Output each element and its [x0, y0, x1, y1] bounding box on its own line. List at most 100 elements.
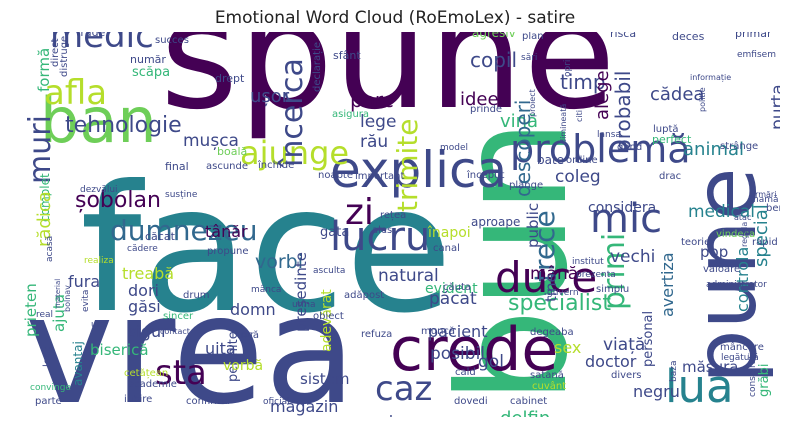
word-inceput: început [466, 169, 504, 181]
word-sfant: sfânt [333, 49, 361, 62]
word-natural: natural [378, 266, 439, 286]
word-special: special [751, 204, 772, 267]
word-inchide: închide [257, 159, 294, 171]
word-vorba: vorbă [223, 358, 263, 374]
word-cadere: cădere [127, 244, 158, 254]
word-simplu: simplu [596, 284, 629, 295]
word-sta: sta [155, 353, 207, 393]
word-forma: formă [35, 48, 53, 92]
word-scapa: scăpa [132, 65, 170, 80]
word-ban: ban [40, 84, 157, 157]
word-bate: bate [537, 153, 564, 167]
word-descoperi: descoperi [511, 100, 535, 197]
word-domn: domn [230, 300, 276, 319]
word-coleg: coleg [555, 167, 601, 187]
word-duce: duce [495, 253, 597, 302]
word-canal: canal [433, 243, 460, 254]
word-cetatean: cetățean [124, 368, 168, 379]
word-vorbi: vorbi [255, 251, 303, 273]
word-ajunge: ajunge [240, 134, 349, 172]
word-complet: complet [38, 173, 52, 222]
word-sex: sex [554, 338, 581, 357]
word-teorie: teorie [681, 237, 710, 248]
word-evident: evident [425, 281, 478, 297]
word-sari: sări [521, 53, 537, 63]
word-prinde: prinde [470, 104, 502, 115]
word-avantaj: avantaj [71, 341, 85, 386]
word-prieten: prieten [22, 283, 40, 337]
word-biserica: biserică [90, 341, 149, 359]
word-adapost: adăpost [344, 290, 384, 301]
word-regula: regula [740, 222, 749, 247]
word-frica: frică [237, 330, 259, 341]
word-declaratie: declarație [312, 42, 323, 92]
word-cuvant: cuvânt [532, 380, 566, 392]
word-presedinte: președinte [292, 252, 310, 332]
word-numar: număr [130, 53, 166, 66]
word-doctor: doctor [585, 352, 637, 371]
word-grabi: grăbi [757, 364, 772, 397]
word-administrator: administrator [706, 280, 767, 290]
word-munca: muncă [421, 326, 455, 337]
word-proiect: proiect [528, 89, 537, 117]
word-dezvalui: dezvălui [80, 185, 118, 195]
word-bolnav: bolnav [63, 285, 72, 312]
word-noapte: noapte [318, 170, 353, 181]
word-ajuta: ajuta [50, 294, 68, 332]
word-obiect: obiect [313, 311, 344, 322]
word-acasa: acasă [45, 236, 55, 262]
word-magazin: magazin [270, 397, 338, 416]
word-cald: cald [455, 367, 476, 378]
word-citi: citi [575, 110, 584, 122]
word-considera: considera [588, 200, 656, 216]
word-baza: baza [669, 361, 679, 382]
word-convinge: convinge [30, 383, 71, 393]
word-ascunde: ascunde [206, 161, 248, 172]
word-public: public [524, 203, 542, 248]
word-pacient: pacient [428, 322, 487, 341]
word-incerca: încerca [275, 58, 310, 168]
word-fura: fura [68, 272, 100, 291]
word-masura: măsura [682, 358, 738, 376]
word-spune: spune [160, 32, 616, 143]
word-boala: boală [217, 145, 247, 158]
word-dimineata: dimineată [559, 104, 568, 144]
word-guvern: guvern [547, 288, 579, 298]
word-pacat: păcat [429, 289, 477, 309]
word-urs: urs [91, 320, 105, 330]
word-primar: primar [735, 32, 772, 40]
word-sobolan: șobolan [75, 188, 161, 213]
word-ordine: ordine [566, 155, 598, 166]
word-trimite: trimite [391, 118, 424, 212]
word-mic: mic [590, 196, 662, 242]
word-confirma: confirma [186, 396, 230, 407]
word-sistem: sistem [300, 370, 350, 388]
word-prezenta: prezenta [576, 270, 616, 280]
word-deces: deces [672, 32, 705, 43]
word-usor: ușor [250, 86, 290, 107]
word-oficial: oficial [263, 397, 290, 407]
word-lua: lua [665, 360, 734, 413]
word-problema: problemă [510, 127, 691, 171]
word-realiza: realiza [84, 256, 114, 266]
word-academie: academie [128, 379, 177, 390]
word-bun: bun [427, 119, 601, 404]
word-opri: opri [563, 60, 573, 77]
word-specialist: specialist [508, 291, 611, 316]
word-cacat: căcat [145, 230, 176, 243]
word-cur: cur [241, 330, 254, 339]
word-rapid: rapid [752, 237, 778, 248]
word-vindeca: vindeca [716, 229, 755, 240]
word-direct: direct [50, 38, 61, 67]
word-final: final [165, 160, 189, 173]
word-adevarat: adevărat [319, 289, 335, 352]
word-mana: mână [530, 264, 578, 284]
word-valoare: valoare [703, 264, 740, 275]
word-tine: tine [542, 273, 560, 302]
word-lucru: lucru [330, 214, 430, 260]
word-purta: purta [768, 84, 780, 130]
word-legatura: legătură [721, 353, 759, 363]
word-delfin: delfin [500, 408, 550, 417]
word-conspiratie: conspirație [748, 347, 758, 397]
